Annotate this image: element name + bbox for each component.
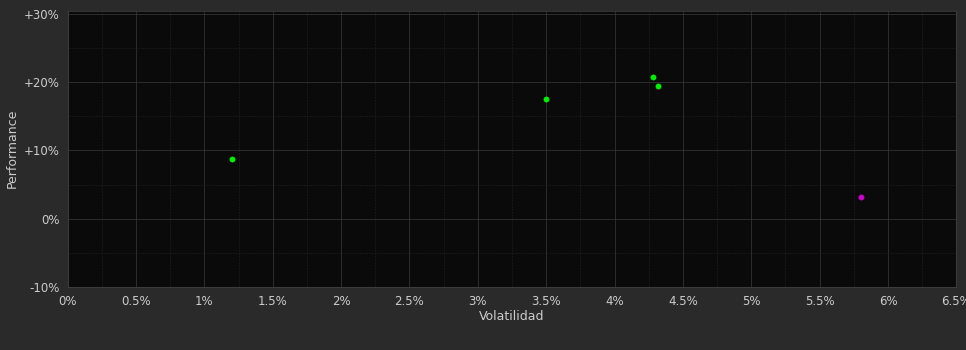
Y-axis label: Performance: Performance <box>6 109 18 188</box>
X-axis label: Volatilidad: Volatilidad <box>479 310 545 323</box>
Point <box>538 97 554 102</box>
Point <box>853 194 868 200</box>
Point <box>224 156 240 161</box>
Point <box>650 83 666 89</box>
Point <box>645 74 661 79</box>
